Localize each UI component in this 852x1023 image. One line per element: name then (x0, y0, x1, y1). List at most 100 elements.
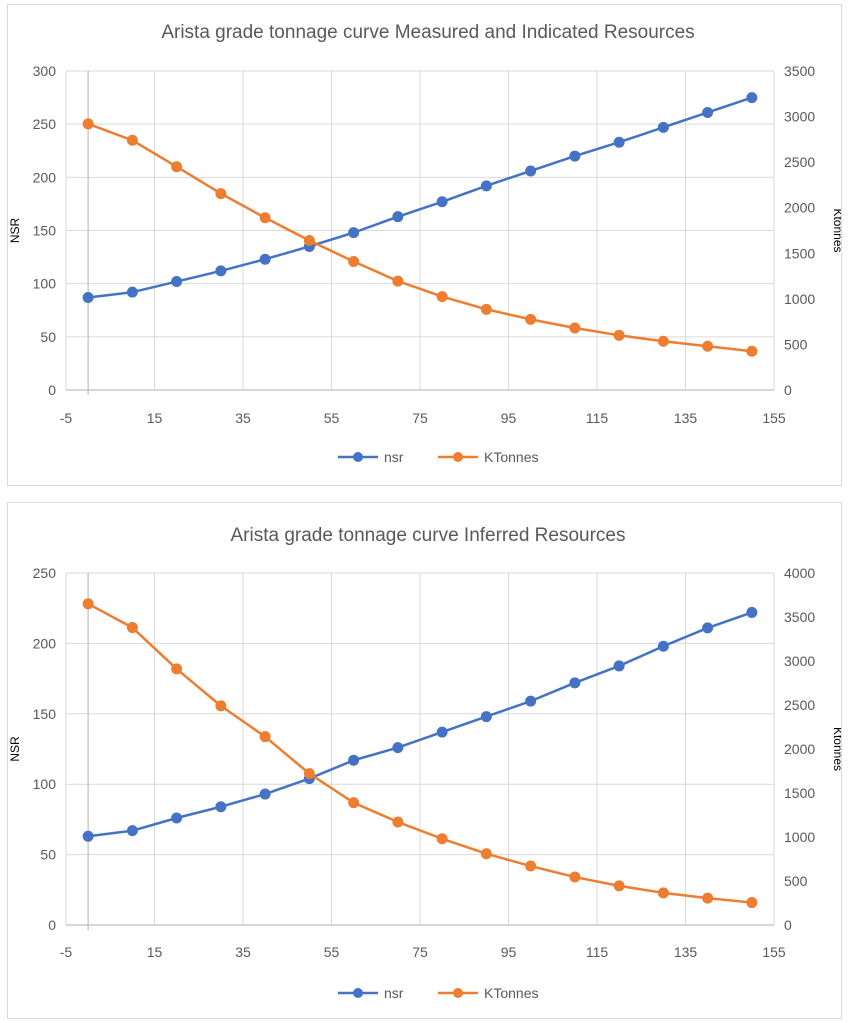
chart-measured-indicated: Arista grade tonnage curve Measured and … (8, 22, 841, 465)
data-point-ktonnes (303, 235, 315, 247)
chart-title: Arista grade tonnage curve Measured and … (161, 22, 694, 43)
x-tick-label: 75 (412, 410, 428, 426)
data-point-ktonnes (746, 897, 758, 909)
y2-tick-label: 0 (784, 917, 792, 933)
data-point-ktonnes (436, 291, 448, 303)
data-point-ktonnes (303, 768, 315, 780)
legend-marker-ktonnes (453, 988, 463, 998)
chart-inferred: Arista grade tonnage curve Inferred Reso… (8, 525, 841, 1001)
y2-tick-label: 3000 (784, 109, 815, 125)
data-point-nsr (746, 92, 758, 104)
data-point-nsr (569, 677, 581, 689)
data-point-ktonnes (569, 871, 581, 883)
data-point-nsr (613, 136, 625, 148)
data-point-nsr (215, 801, 227, 813)
data-point-nsr (348, 227, 360, 239)
y-tick-label: 250 (33, 116, 57, 132)
y-tick-label: 200 (33, 635, 57, 651)
y2-axis-title: Ktonnes (831, 727, 841, 771)
x-tick-label: 135 (674, 944, 698, 960)
chart-title: Arista grade tonnage curve Inferred Reso… (231, 525, 626, 546)
data-point-ktonnes (171, 161, 183, 173)
x-tick-label: 155 (762, 410, 786, 426)
legend-label-ktonnes: KTonnes (484, 449, 538, 465)
y-tick-label: 50 (40, 329, 56, 345)
y-tick-label: 100 (33, 776, 57, 792)
x-tick-label: 95 (501, 410, 517, 426)
x-tick-label: 95 (501, 944, 517, 960)
data-point-ktonnes (82, 598, 94, 610)
legend-label-ktonnes: KTonnes (484, 985, 538, 1001)
data-point-nsr (126, 286, 138, 298)
data-point-ktonnes (259, 731, 271, 743)
legend-marker-nsr (353, 988, 363, 998)
y2-tick-label: 1000 (784, 829, 815, 845)
y2-tick-label: 2500 (784, 154, 815, 170)
x-tick-label: 115 (586, 410, 609, 426)
data-point-nsr (436, 726, 448, 738)
x-tick-label: 55 (324, 944, 340, 960)
data-point-nsr (702, 106, 714, 118)
data-point-nsr (657, 640, 669, 652)
x-tick-label: 15 (147, 944, 163, 960)
data-point-nsr (171, 812, 183, 824)
data-point-nsr (525, 165, 537, 177)
data-point-ktonnes (126, 622, 138, 634)
data-point-nsr (392, 742, 404, 754)
y2-tick-label: 4000 (784, 565, 815, 581)
legend-label-nsr: nsr (384, 985, 404, 1001)
data-point-nsr (82, 291, 94, 303)
data-point-nsr (480, 180, 492, 192)
data-point-nsr (480, 711, 492, 723)
data-point-ktonnes (613, 329, 625, 341)
data-point-nsr (259, 253, 271, 265)
data-point-ktonnes (525, 313, 537, 325)
data-point-nsr (392, 211, 404, 223)
y2-axis-title: Ktonnes (831, 208, 841, 252)
data-point-ktonnes (171, 663, 183, 675)
data-point-ktonnes (480, 303, 492, 315)
data-point-ktonnes (348, 255, 360, 267)
series-line-nsr (87, 611, 753, 838)
chart-panel-measured-indicated: Arista grade tonnage curve Measured and … (7, 4, 842, 486)
data-point-ktonnes (702, 340, 714, 352)
y-axis-title: NSR (8, 736, 22, 762)
y-tick-label: 50 (40, 847, 56, 863)
y-tick-label: 100 (33, 276, 57, 292)
series-line-nsr (87, 96, 753, 299)
y-tick-label: 300 (33, 63, 57, 79)
y-tick-label: 200 (33, 169, 57, 185)
x-tick-label: 15 (147, 410, 163, 426)
x-tick-label: 55 (324, 410, 340, 426)
data-point-ktonnes (215, 188, 227, 200)
x-tick-label: -5 (60, 944, 73, 960)
series-line-ktonnes (87, 122, 753, 353)
y2-tick-label: 500 (784, 336, 808, 352)
data-point-nsr (702, 622, 714, 634)
data-point-ktonnes (436, 833, 448, 845)
data-point-nsr (613, 660, 625, 672)
data-point-nsr (126, 825, 138, 837)
y2-tick-label: 0 (784, 382, 792, 398)
y2-tick-label: 3500 (784, 609, 815, 625)
x-tick-label: 35 (235, 410, 251, 426)
data-point-ktonnes (702, 892, 714, 904)
data-point-nsr (569, 150, 581, 162)
data-point-ktonnes (392, 816, 404, 828)
data-point-ktonnes (657, 335, 669, 347)
data-point-nsr (171, 276, 183, 288)
x-tick-label: 155 (762, 944, 786, 960)
y2-tick-label: 1500 (784, 785, 815, 801)
data-point-ktonnes (657, 887, 669, 899)
y2-tick-label: 2000 (784, 200, 815, 216)
data-point-nsr (525, 695, 537, 707)
x-tick-label: 135 (674, 410, 698, 426)
data-point-nsr (436, 196, 448, 208)
data-point-ktonnes (348, 797, 360, 809)
data-point-nsr (82, 830, 94, 842)
y-tick-label: 0 (48, 382, 56, 398)
y2-tick-label: 3000 (784, 653, 815, 669)
data-point-ktonnes (480, 848, 492, 860)
data-point-ktonnes (126, 134, 138, 146)
y-tick-label: 150 (33, 223, 57, 239)
